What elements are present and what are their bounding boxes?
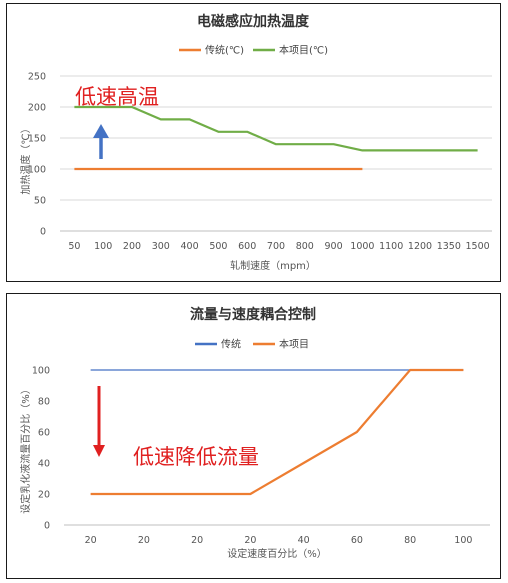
y-tick-label: 150 <box>28 134 46 145</box>
x-tick-label: 1350 <box>437 241 461 252</box>
annotation-low-speed-reduce-flow: 低速降低流量 <box>133 445 259 469</box>
x-tick-label: 20 <box>85 535 97 546</box>
y-tick-label: 40 <box>38 459 50 470</box>
x-tick-label: 100 <box>94 241 112 252</box>
y-tick-label: 250 <box>28 72 46 83</box>
y-axis-label: 设定乳化液流量百分比（%） <box>19 384 32 514</box>
y-tick-label: 60 <box>38 428 50 439</box>
legend-label: 本项目 <box>279 338 309 351</box>
y-tick-label: 0 <box>44 521 50 532</box>
annotation-low-speed-high-temp: 低速高温 <box>75 85 159 109</box>
x-axis-label: 轧制速度（mpm） <box>230 259 316 272</box>
y-tick-label: 80 <box>38 397 50 408</box>
chart-title: 流量与速度耦合控制 <box>190 306 316 323</box>
x-tick-label: 1500 <box>466 241 490 252</box>
heating-temperature-chart: 电磁感应加热温度 0 50 100 150 200 250 50 100 200 300 400 5… <box>19 13 492 272</box>
y-axis-label: 加热温度（℃） <box>19 123 32 194</box>
legend-label: 传统 <box>221 338 241 351</box>
x-tick-label: 1100 <box>379 241 403 252</box>
heating-temperature-chart-panel: 电磁感应加热温度 0 50 100 150 200 250 50 100 200 300 400 5… <box>6 3 501 282</box>
x-tick-label: 400 <box>181 241 199 252</box>
flow-speed-coupling-chart: 流量与速度耦合控制 0 20 40 60 80 100 20 20 20 20 40 60 80 100… <box>19 306 490 560</box>
down-arrow-icon <box>93 386 105 457</box>
x-tick-label: 900 <box>325 241 343 252</box>
x-tick-label: 200 <box>123 241 141 252</box>
chart-title: 电磁感应加热温度 <box>197 13 310 30</box>
x-tick-label: 20 <box>138 535 150 546</box>
x-tick-label: 80 <box>404 535 416 546</box>
y-tick-label: 20 <box>38 490 50 501</box>
x-tick-label: 100 <box>454 535 472 546</box>
x-tick-label: 20 <box>191 535 203 546</box>
series-line-this-project <box>74 105 478 152</box>
x-tick-label: 20 <box>244 535 256 546</box>
x-tick-label: 1200 <box>408 241 432 252</box>
x-tick-label: 500 <box>209 241 227 252</box>
legend-label: 传统(℃) <box>205 44 244 57</box>
x-tick-label: 700 <box>267 241 285 252</box>
y-tick-label: 50 <box>34 196 46 207</box>
flow-speed-chart-panel: 流量与速度耦合控制 0 20 40 60 80 100 20 20 20 20 40 60 80 100… <box>6 293 501 579</box>
x-tick-label: 300 <box>152 241 170 252</box>
series-line-this-project <box>90 368 464 496</box>
x-tick-label: 60 <box>351 535 363 546</box>
x-tick-label: 600 <box>238 241 256 252</box>
y-tick-label: 100 <box>28 165 46 176</box>
y-tick-label: 0 <box>40 227 46 238</box>
up-arrow-icon <box>93 124 109 159</box>
x-tick-label: 50 <box>68 241 80 252</box>
legend-label: 本项目(℃) <box>279 44 328 57</box>
x-tick-label: 800 <box>296 241 314 252</box>
x-tick-label: 1000 <box>350 241 374 252</box>
x-axis-label: 设定速度百分比（%） <box>227 547 327 560</box>
y-tick-label: 200 <box>28 103 46 114</box>
y-tick-label: 100 <box>32 366 50 377</box>
x-tick-label: 40 <box>298 535 310 546</box>
